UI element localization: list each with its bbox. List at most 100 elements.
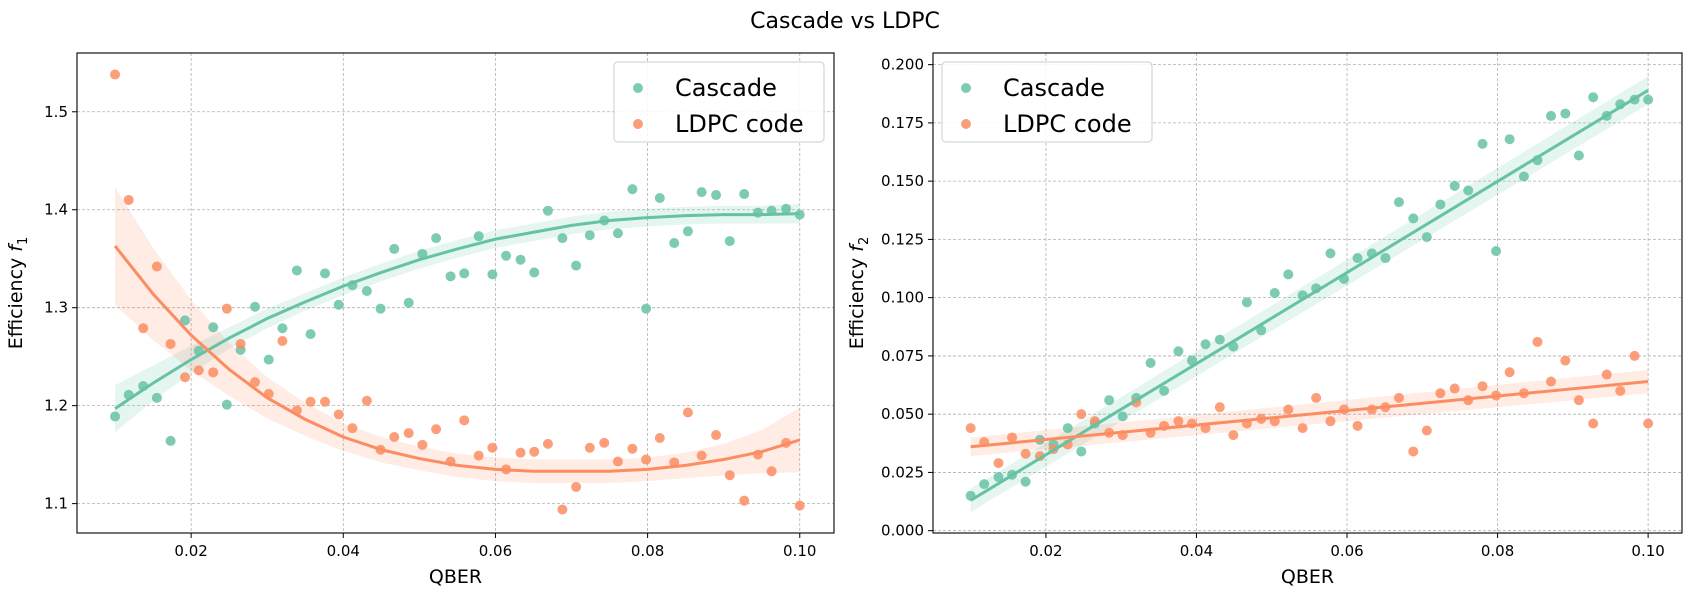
- y-tick-label: 1.4: [44, 201, 68, 219]
- cascade-point: [1435, 199, 1446, 210]
- ldpc-code-point: [221, 303, 232, 314]
- y-axis-label-symbol: f: [846, 242, 868, 252]
- ldpc-code-point: [1560, 355, 1571, 366]
- cascade-point: [403, 297, 414, 308]
- ldpc-code-point: [739, 495, 750, 506]
- cascade-point: [1408, 213, 1419, 224]
- cascade-point: [1352, 253, 1363, 264]
- cascade-point: [431, 233, 442, 244]
- ldpc-code-point: [584, 442, 595, 453]
- ldpc-code-point: [1532, 336, 1543, 347]
- right-chart-panel: 0.02 0.04 0.06 0.08 0.10 0.000 0.025 0.050 0.075…: [846, 52, 1683, 588]
- figure-title: Cascade vs LDPC: [750, 9, 940, 34]
- y-axis-label-text: Efficiency: [846, 252, 868, 350]
- ldpc-code-point: [1228, 430, 1239, 441]
- ldpc-code-point: [965, 423, 976, 434]
- cascade-point: [333, 299, 344, 310]
- y-tick: 0.050: [881, 405, 933, 423]
- cascade-point: [375, 303, 386, 314]
- ldpc-code-point: [612, 456, 623, 467]
- cascade-point: [291, 265, 302, 276]
- x-tick-label: 0.04: [1180, 542, 1213, 560]
- cascade-point: [641, 303, 652, 314]
- cascade-point: [501, 250, 512, 261]
- ldpc-code-point: [165, 338, 176, 349]
- ldpc-code-point: [361, 395, 372, 406]
- ldpc-code-point: [1352, 420, 1363, 431]
- cascade-point: [1020, 476, 1031, 487]
- y-tick: 0.100: [881, 289, 933, 307]
- x-tick-label: 0.10: [1631, 542, 1664, 560]
- cascade-point: [781, 203, 792, 214]
- cascade-point: [221, 399, 232, 410]
- cascade-point: [571, 260, 582, 271]
- ldpc-code-point: [1546, 376, 1557, 387]
- cascade-points: [965, 92, 1654, 501]
- cascade-point: [752, 207, 763, 218]
- ldpc-code-point: [1504, 367, 1515, 378]
- ldpc-code-point: [347, 423, 358, 434]
- ldpc-code-point: [627, 443, 638, 454]
- y-tick-label: 0.125: [881, 230, 924, 248]
- legend-item-cascade: Cascade: [961, 74, 1105, 102]
- cascade-point: [724, 236, 735, 247]
- cascade-point: [654, 192, 665, 203]
- x-axis-label: QBER: [429, 566, 482, 588]
- ldpc-code-point: [993, 458, 1004, 469]
- ldpc-code-point: [1076, 409, 1087, 420]
- cascade-fit-line: [114, 212, 800, 410]
- y-axis-label-text: Efficiency: [5, 252, 27, 350]
- y-tick: 1.3: [44, 299, 77, 317]
- cascade-point: [711, 190, 722, 201]
- ldpc-code-point: [1173, 416, 1184, 427]
- ldpc-code-point: [389, 432, 400, 442]
- cascade-point: [682, 226, 693, 237]
- legend-item-ldpc-code: LDPC code: [961, 110, 1132, 138]
- x-tick: 0.08: [1481, 533, 1514, 560]
- ldpc-code-point: [333, 409, 344, 420]
- ldpc-code-point: [305, 396, 316, 407]
- cascade-point: [250, 301, 261, 312]
- x-tick-label: 0.02: [1029, 542, 1062, 560]
- cascade-point: [1491, 246, 1502, 257]
- cascade-point: [1200, 339, 1211, 350]
- cascade-point: [445, 271, 456, 282]
- cascade-point: [1241, 297, 1252, 308]
- ldpc-code-point: [711, 430, 722, 441]
- y-tick: 1.4: [44, 201, 77, 219]
- cascade-point: [669, 238, 680, 249]
- ldpc-code-point: [250, 377, 261, 388]
- legend: Cascade LDPC code: [941, 61, 1153, 143]
- cascade-point: [557, 233, 568, 244]
- y-axis-label-subscript: 1: [16, 237, 31, 245]
- ldpc-code-point: [403, 428, 414, 439]
- x-tick: 0.04: [327, 533, 360, 560]
- legend-marker: [961, 83, 971, 93]
- legend-label: LDPC code: [1003, 110, 1132, 138]
- ldpc-code-point: [1449, 383, 1460, 394]
- ldpc-code-point: [110, 69, 121, 80]
- cascade-point: [305, 329, 316, 340]
- y-tick-label: 0.150: [881, 172, 924, 190]
- ldpc-code-point: [529, 446, 540, 457]
- cascade-point: [361, 286, 372, 297]
- x-axis-label: QBER: [1281, 566, 1334, 588]
- cascade-point: [627, 184, 638, 195]
- x-tick-label: 0.08: [631, 542, 664, 560]
- cascade-point: [277, 323, 288, 334]
- y-axis-label: Efficiency f1: [5, 237, 31, 350]
- cascade-point: [165, 435, 176, 446]
- y-axis-label-subscript: 2: [857, 237, 872, 245]
- x-tick: 0.06: [479, 533, 512, 560]
- y-tick-label: 1.2: [44, 397, 68, 415]
- cascade-point: [208, 322, 219, 333]
- legend-label: Cascade: [675, 74, 777, 102]
- cascade-point: [1325, 248, 1336, 259]
- axes-frame: [932, 52, 1683, 534]
- cascade-point: [1256, 325, 1267, 336]
- ldpc-code-point: [1435, 388, 1446, 399]
- y-tick-label: 1.1: [44, 495, 68, 513]
- cascade-point: [1159, 385, 1170, 396]
- y-tick-label: 0.025: [881, 463, 924, 481]
- grid: [933, 53, 1682, 533]
